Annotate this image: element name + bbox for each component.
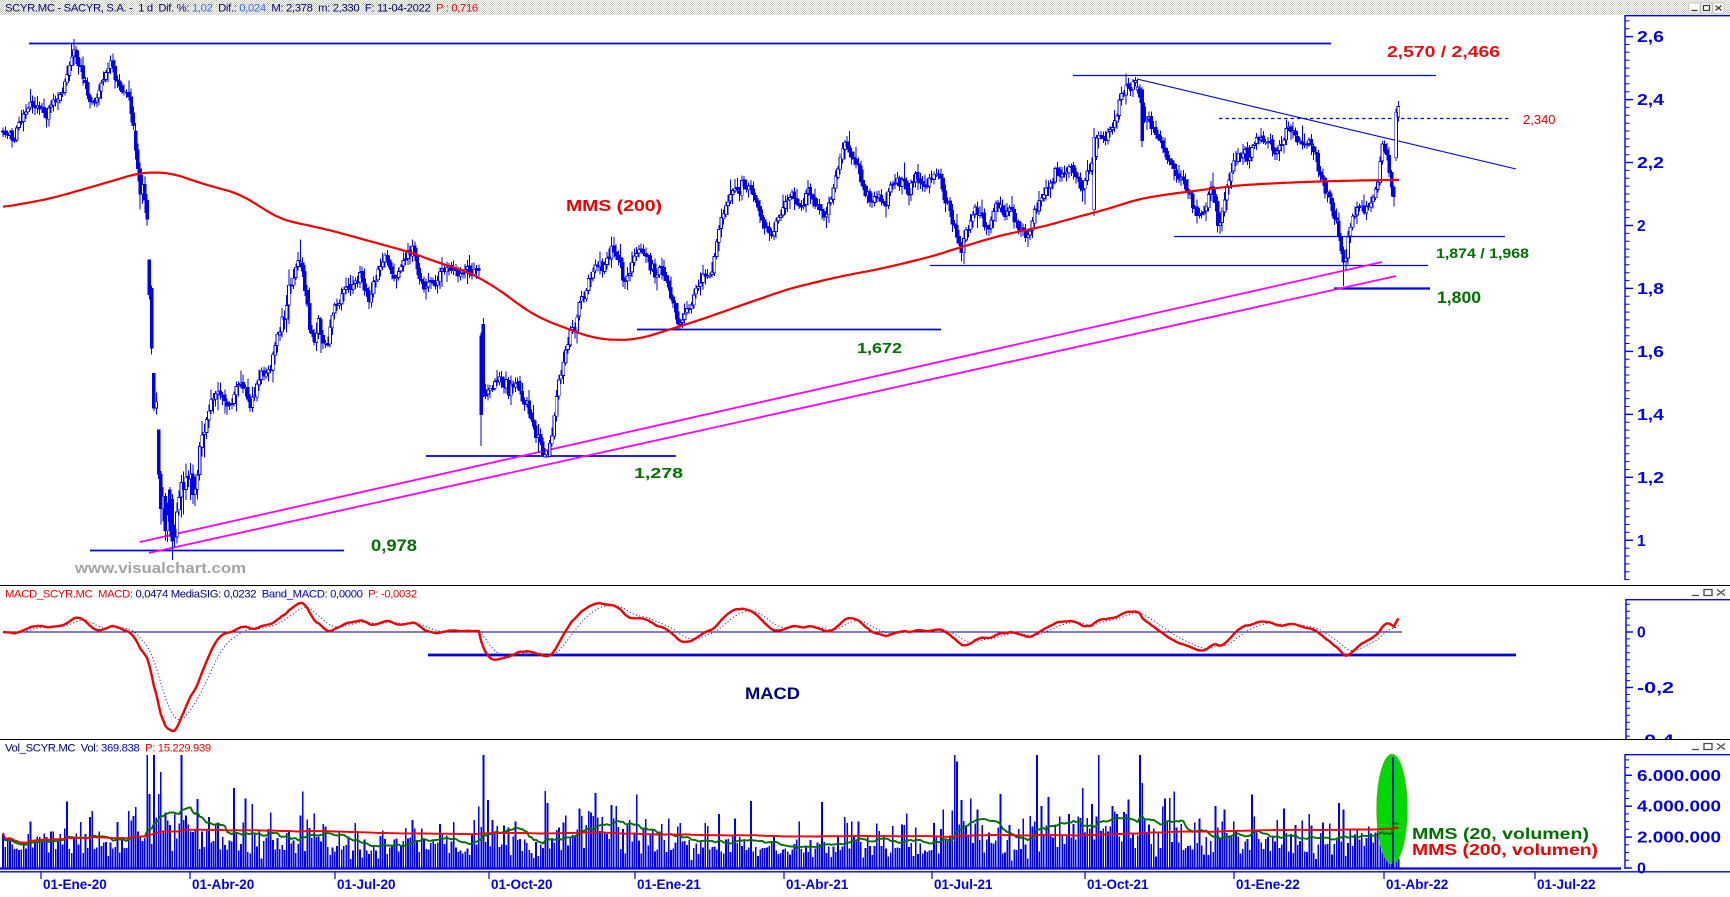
svg-text:0: 0 (1637, 861, 1646, 878)
svg-text:1,874 / 1,968: 1,874 / 1,968 (1436, 246, 1530, 261)
svg-text:01-Jul-21: 01-Jul-21 (934, 877, 993, 892)
svg-text:-0,4: -0,4 (1637, 733, 1675, 750)
svg-text:2.000.000: 2.000.000 (1637, 830, 1721, 847)
svg-text:MACD: MACD (745, 685, 800, 703)
svg-text:0,978: 0,978 (371, 537, 417, 555)
svg-text:0: 0 (1637, 625, 1646, 642)
svg-text:01-Ene-20: 01-Ene-20 (43, 877, 107, 892)
svg-text:1,800: 1,800 (1437, 289, 1481, 307)
svg-text:MACD_SCYR.MC MACD: 0,0474 Med: MACD_SCYR.MC MACD: 0,0474 MediaSIG: 0,02… (5, 589, 417, 601)
svg-text:01-Abr-21: 01-Abr-21 (786, 877, 849, 892)
svg-text:-0,2: -0,2 (1637, 680, 1674, 697)
svg-text:1,8: 1,8 (1637, 281, 1664, 298)
svg-text:2: 2 (1637, 218, 1646, 235)
svg-text:1,672: 1,672 (857, 340, 902, 357)
svg-text:01-Abr-20: 01-Abr-20 (192, 877, 254, 892)
svg-text:01-Ene-22: 01-Ene-22 (1236, 877, 1300, 892)
svg-text:2,2: 2,2 (1637, 155, 1664, 172)
svg-text:2,4: 2,4 (1637, 92, 1664, 109)
svg-text:1,2: 1,2 (1637, 470, 1664, 487)
svg-text:1: 1 (1637, 533, 1646, 550)
svg-text:www.visualchart.com: www.visualchart.com (74, 561, 246, 577)
svg-text:01-Abr-22: 01-Abr-22 (1386, 877, 1448, 892)
svg-text:1,4: 1,4 (1637, 407, 1664, 424)
svg-text:01-Ene-21: 01-Ene-21 (637, 877, 701, 892)
svg-text:01-Jul-20: 01-Jul-20 (337, 877, 396, 892)
svg-text:01-Oct-21: 01-Oct-21 (1087, 877, 1149, 892)
svg-text:01-Oct-20: 01-Oct-20 (491, 877, 553, 892)
svg-text:2,340: 2,340 (1523, 112, 1556, 127)
svg-text:1,278: 1,278 (634, 465, 683, 482)
svg-text:01-Jul-22: 01-Jul-22 (1537, 877, 1596, 892)
svg-text:MMS (200): MMS (200) (566, 198, 662, 215)
svg-text:4.000.000: 4.000.000 (1637, 799, 1721, 816)
svg-text:MMS (20, volumen): MMS (20, volumen) (1412, 826, 1589, 843)
svg-text:2,570 / 2,466: 2,570 / 2,466 (1387, 44, 1500, 61)
svg-text:6.000.000: 6.000.000 (1637, 768, 1721, 785)
svg-text:1,6: 1,6 (1637, 344, 1664, 361)
svg-text:2,6: 2,6 (1637, 29, 1664, 46)
svg-text:MMS (200, volumen): MMS (200, volumen) (1412, 842, 1598, 859)
svg-text:Vol_SCYR.MC Vol: 369.838 P:: Vol_SCYR.MC Vol: 369.838 P: 15.229.939 (5, 743, 211, 755)
svg-text:SCYR.MC - SACYR, S.A. - 1 d: SCYR.MC - SACYR, S.A. - 1 d Dif. %: 1,02… (5, 3, 478, 15)
